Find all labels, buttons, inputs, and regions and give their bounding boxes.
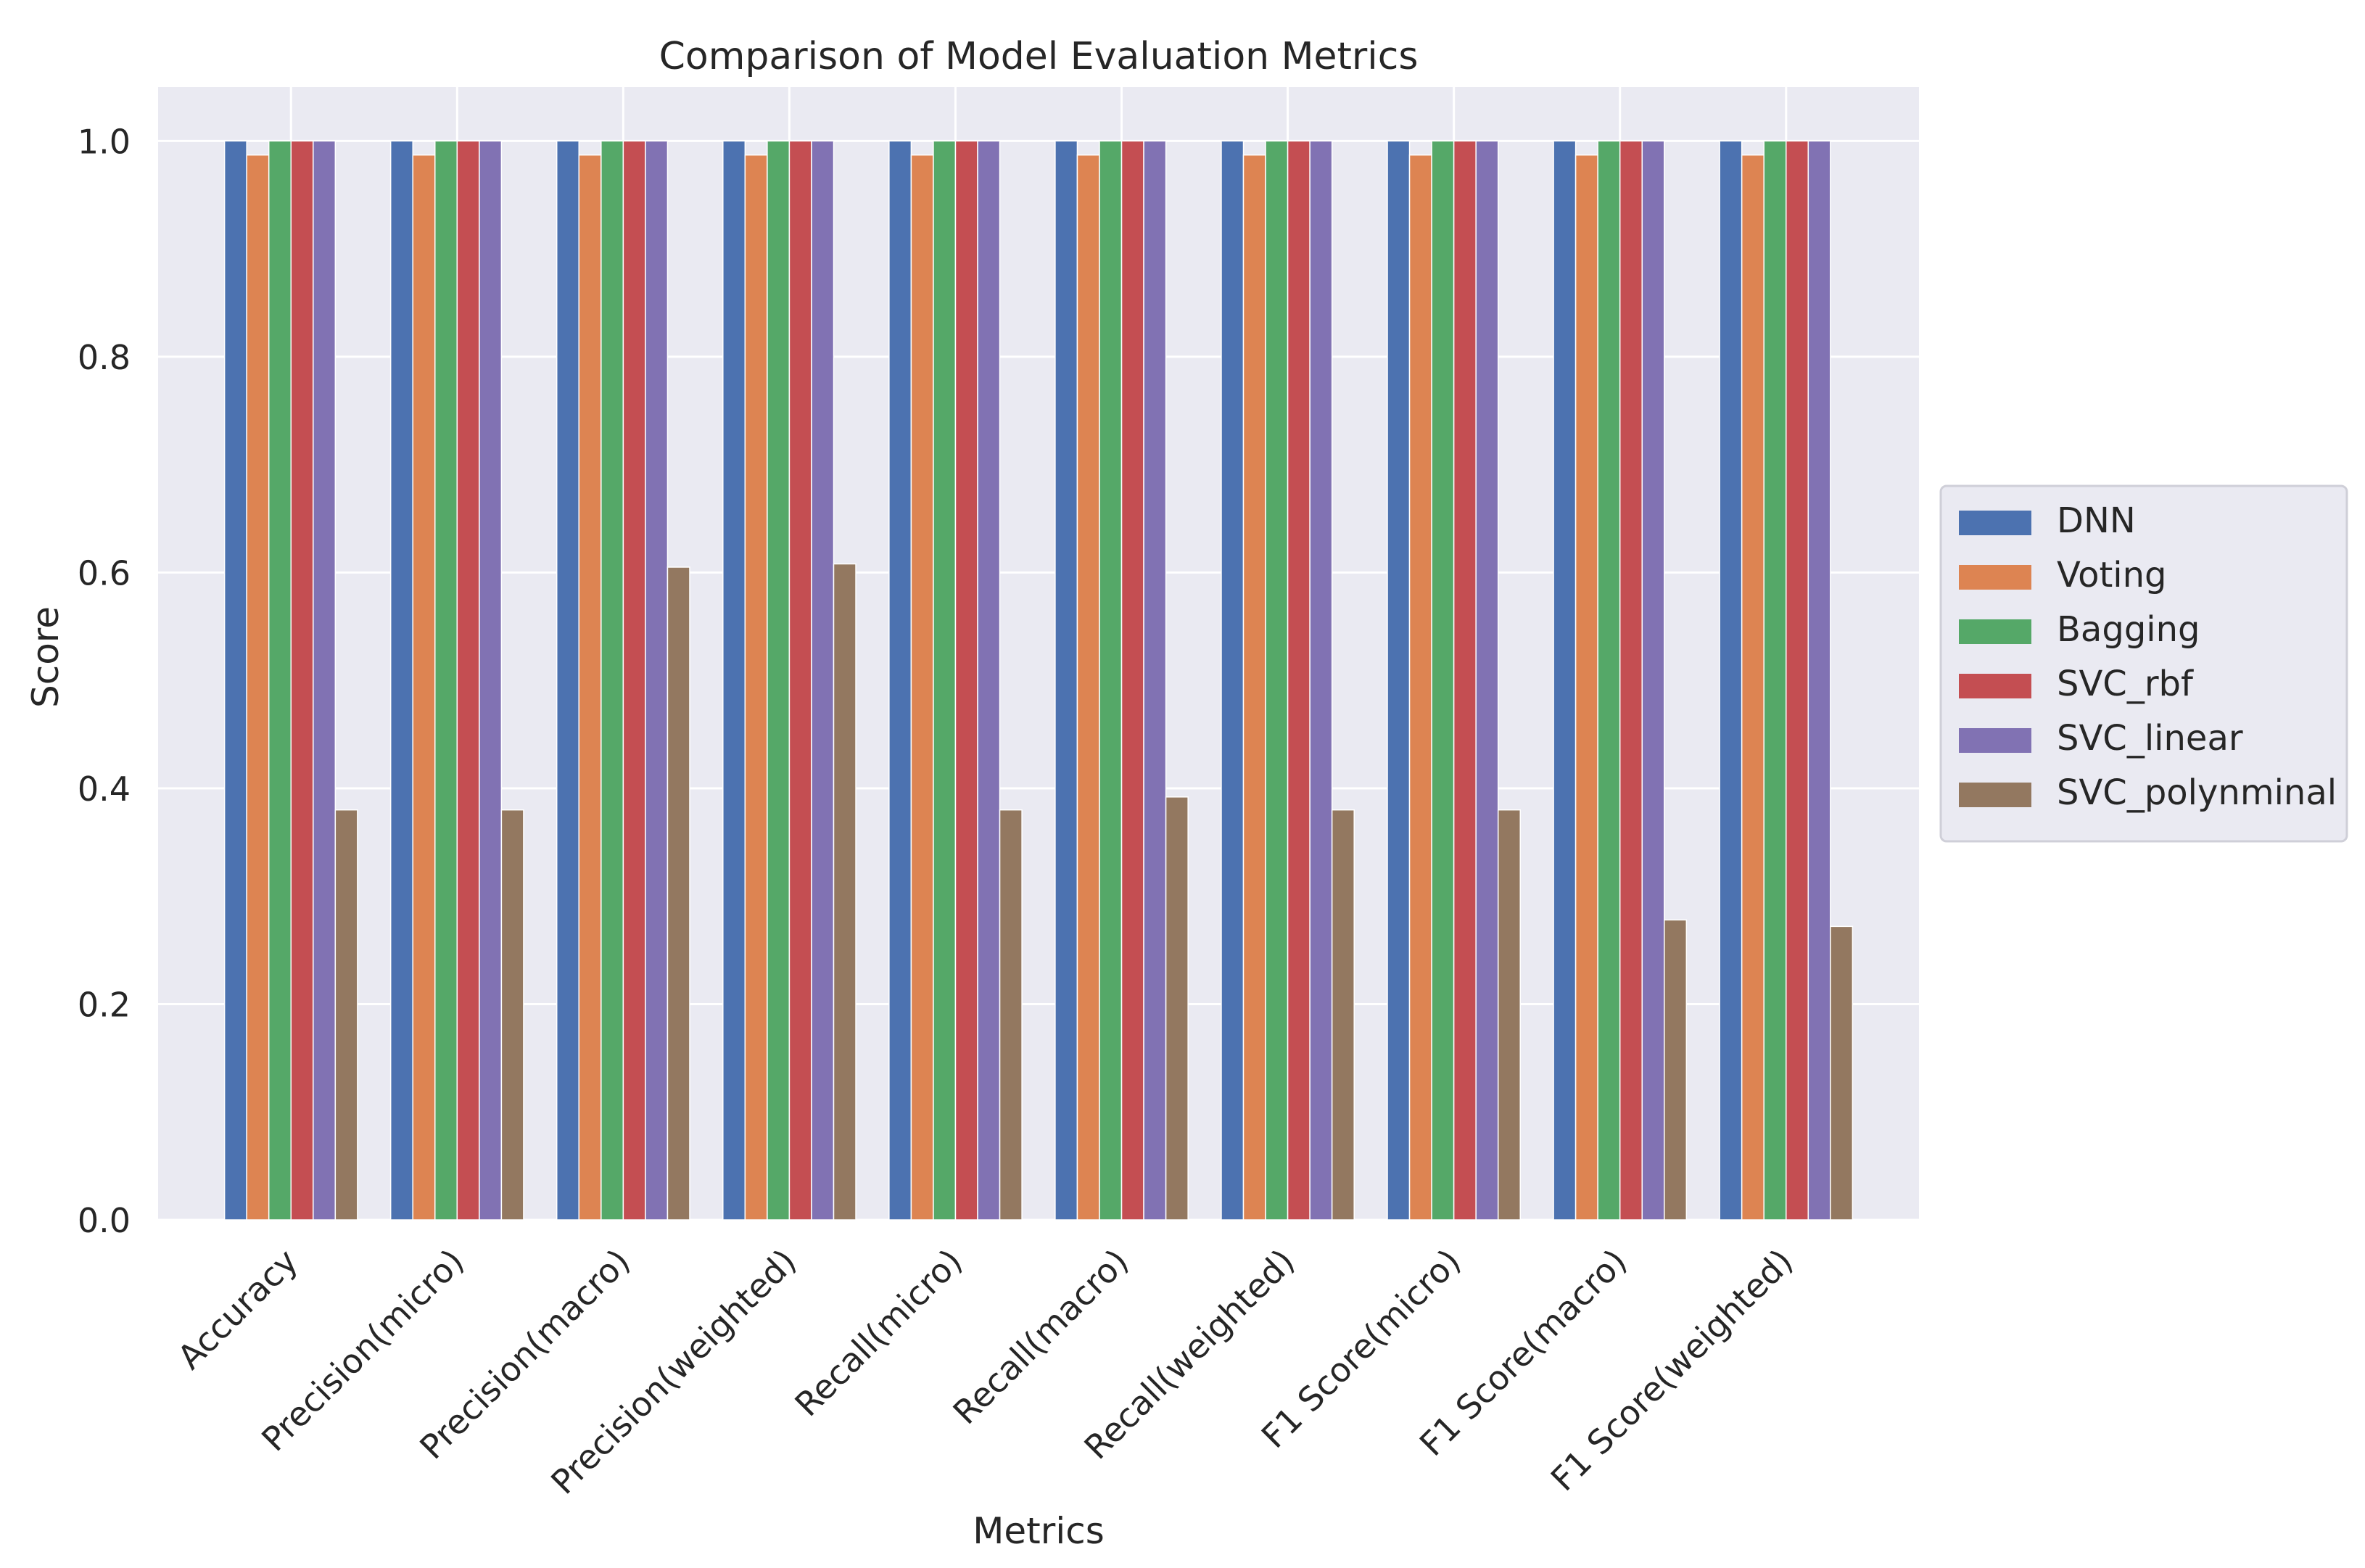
bar-svc-polynminal-3	[833, 563, 857, 1221]
bar-svc-linear-2	[645, 140, 669, 1221]
bar-svc-rbf-1	[456, 140, 480, 1221]
bar-voting-3	[744, 154, 768, 1221]
bar-svc-linear-4	[977, 140, 1001, 1221]
bar-dnn-8	[1553, 140, 1577, 1221]
bar-voting-0	[246, 154, 270, 1221]
bar-svc-polynminal-7	[1497, 809, 1522, 1221]
bar-svc-rbf-6	[1287, 140, 1311, 1221]
y-tick-label: 1.0	[78, 122, 131, 161]
legend-box	[1939, 484, 2348, 843]
bar-svc-rbf-3	[788, 140, 812, 1221]
legend: DNN Voting Bagging SVC_rbf SVC_linear SVC_pol…	[1939, 484, 2348, 843]
legend-label: SVC_polynminal	[2057, 772, 2337, 813]
bar-bagging-0	[268, 140, 292, 1221]
bar-bagging-8	[1597, 140, 1621, 1221]
bar-svc-polynminal-8	[1664, 919, 1688, 1221]
bar-dnn-1	[389, 140, 413, 1221]
legend-swatch	[1959, 511, 2031, 535]
bar-svc-linear-6	[1309, 140, 1333, 1221]
bars	[223, 140, 1854, 1221]
legend-swatch	[1959, 783, 2031, 807]
bar-dnn-3	[722, 140, 746, 1221]
legend-swatch	[1959, 728, 2031, 753]
x-tick-label: Recall(micro)	[787, 1242, 970, 1424]
bar-svc-polynminal-0	[334, 809, 358, 1221]
x-tick-label: Accuracy	[170, 1242, 305, 1377]
y-tick-labels: 0.0 0.2 0.4 0.6 0.8 1.0	[78, 122, 131, 1240]
x-axis-label: Metrics	[973, 1510, 1105, 1552]
y-axis-label: Score	[25, 606, 67, 708]
bar-bagging-3	[767, 140, 791, 1221]
bar-voting-4	[910, 154, 934, 1221]
bar-svc-rbf-9	[1786, 140, 1809, 1221]
bar-svc-polynminal-2	[666, 566, 690, 1221]
bar-dnn-6	[1221, 140, 1245, 1221]
bar-svc-polynminal-5	[1165, 796, 1189, 1221]
x-tick-label: Recall(macro)	[946, 1242, 1136, 1432]
bar-voting-1	[412, 154, 436, 1221]
bar-svc-rbf-0	[290, 140, 314, 1221]
bar-dnn-0	[223, 140, 247, 1221]
bar-svc-linear-0	[313, 140, 337, 1221]
bar-svc-linear-5	[1143, 140, 1167, 1221]
bar-dnn-4	[888, 140, 912, 1221]
legend-label: SVC_rbf	[2057, 664, 2194, 704]
legend-label: SVC_linear	[2057, 718, 2243, 759]
x-tick-labels: AccuracyPrecision(micro)Precision(macro)…	[170, 1242, 1800, 1502]
bar-bagging-7	[1431, 140, 1455, 1221]
legend-label: DNN	[2057, 500, 2136, 541]
bar-bagging-5	[1099, 140, 1123, 1221]
bar-svc-linear-3	[811, 140, 835, 1221]
bar-svc-linear-9	[1807, 140, 1831, 1221]
bar-voting-8	[1574, 154, 1598, 1221]
bar-svc-linear-8	[1641, 140, 1665, 1221]
bar-bagging-1	[434, 140, 458, 1221]
y-tick-label: 0.0	[78, 1201, 131, 1240]
bar-svc-linear-1	[479, 140, 503, 1221]
bar-dnn-5	[1054, 140, 1078, 1221]
y-tick-label: 0.2	[78, 985, 131, 1024]
bar-voting-7	[1408, 154, 1432, 1221]
bar-voting-6	[1242, 154, 1266, 1221]
bar-svc-polynminal-9	[1830, 925, 1854, 1221]
bar-svc-polynminal-1	[500, 809, 524, 1221]
bar-svc-rbf-2	[622, 140, 646, 1221]
legend-swatch	[1959, 674, 2031, 698]
bar-dnn-2	[556, 140, 580, 1221]
bar-bagging-9	[1763, 140, 1787, 1221]
bar-svc-rbf-8	[1619, 140, 1643, 1221]
bar-voting-5	[1076, 154, 1100, 1221]
bar-voting-9	[1741, 154, 1765, 1221]
bar-dnn-7	[1387, 140, 1411, 1221]
legend-swatch	[1959, 619, 2031, 644]
bar-dnn-9	[1719, 140, 1743, 1221]
legend-label: Voting	[2057, 555, 2167, 595]
legend-swatch	[1959, 565, 2031, 590]
y-tick-label: 0.6	[78, 553, 131, 593]
y-tick-label: 0.8	[78, 338, 131, 377]
chart-title: Comparison of Model Evaluation Metrics	[659, 35, 1419, 78]
bar-bagging-6	[1265, 140, 1289, 1221]
bar-svc-polynminal-6	[1331, 809, 1355, 1221]
bar-svc-rbf-5	[1120, 140, 1144, 1221]
bar-voting-2	[578, 154, 602, 1221]
legend-label: Bagging	[2057, 609, 2200, 650]
bar-svc-polynminal-4	[999, 809, 1023, 1221]
y-tick-label: 0.4	[78, 769, 131, 809]
bar-svc-rbf-4	[954, 140, 978, 1221]
bar-bagging-2	[600, 140, 624, 1221]
bar-bagging-4	[933, 140, 957, 1221]
bar-svc-linear-7	[1475, 140, 1499, 1221]
bar-svc-rbf-7	[1453, 140, 1477, 1221]
